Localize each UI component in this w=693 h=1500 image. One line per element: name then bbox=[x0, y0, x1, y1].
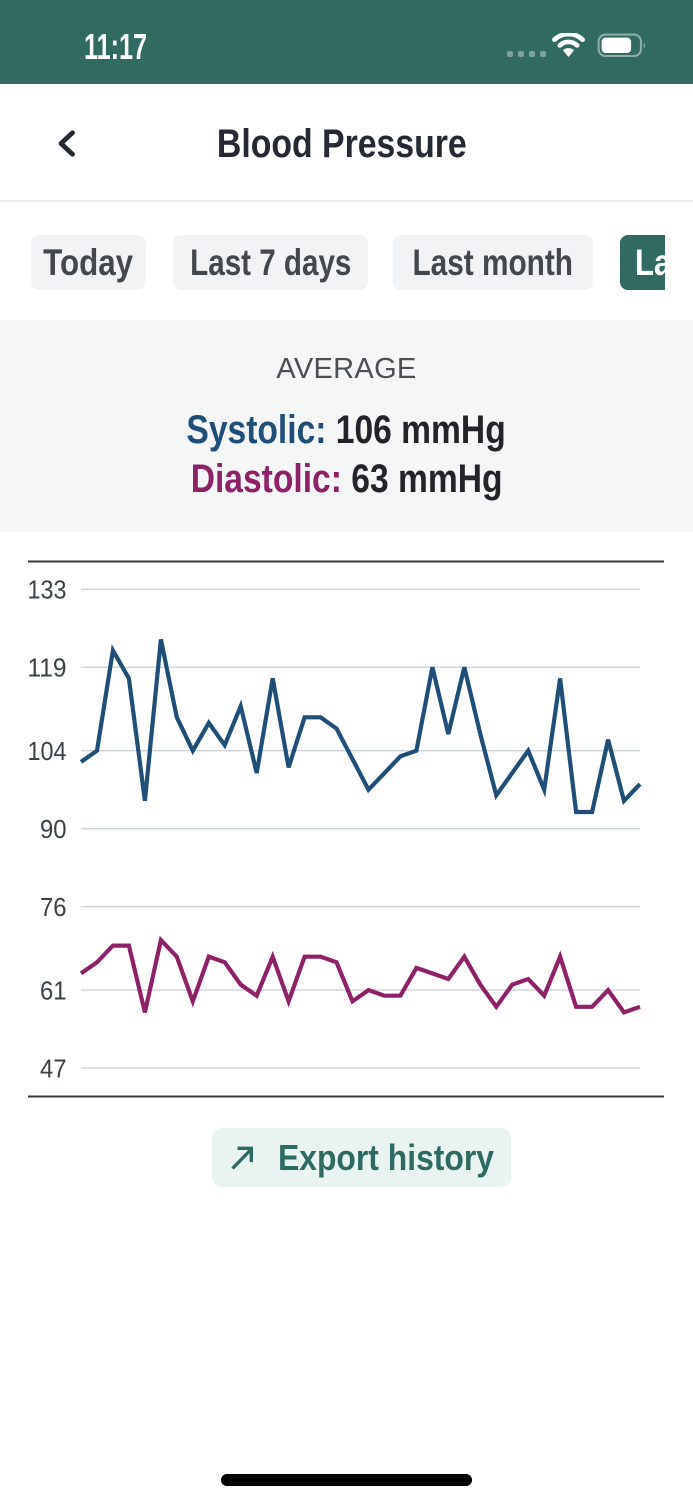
svg-text:76: 76 bbox=[40, 892, 67, 922]
svg-text:104: 104 bbox=[28, 736, 67, 766]
svg-text:61: 61 bbox=[40, 975, 67, 1005]
svg-text:90: 90 bbox=[40, 814, 67, 844]
svg-text:119: 119 bbox=[28, 652, 67, 682]
svg-text:47: 47 bbox=[40, 1053, 67, 1083]
svg-text:133: 133 bbox=[28, 575, 67, 605]
